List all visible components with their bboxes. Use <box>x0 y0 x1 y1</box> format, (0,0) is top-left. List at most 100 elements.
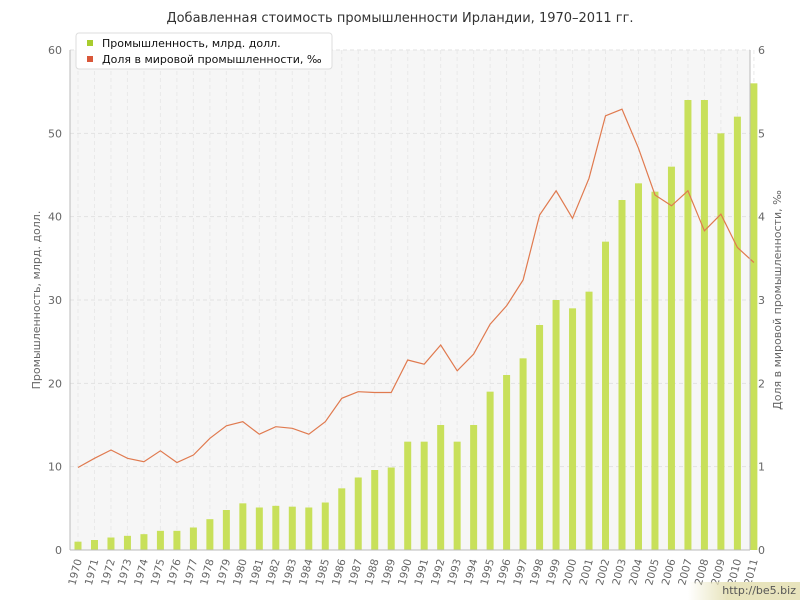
share-line <box>77 108 755 469</box>
bar-1975 <box>156 530 164 550</box>
bar-1990 <box>404 441 412 550</box>
x-tick-1997: 1997 <box>511 558 530 587</box>
right-tick-0: 0 <box>758 544 765 557</box>
left-tick-30: 30 <box>48 294 62 307</box>
bar-2003 <box>618 200 626 550</box>
watermark[interactable]: http://be5.biz <box>688 582 800 600</box>
x-tick-1972: 1972 <box>99 558 118 587</box>
left-axis-title: Промышленность, млрд. долл. <box>30 211 43 390</box>
x-tick-1983: 1983 <box>281 558 300 587</box>
bar-1982 <box>272 505 280 550</box>
legend-swatch-industry <box>87 40 93 46</box>
bar-1995 <box>486 391 494 550</box>
bar-2002 <box>602 241 610 550</box>
x-tick-1980: 1980 <box>231 558 250 587</box>
x-tick-2001: 2001 <box>577 558 596 587</box>
x-tick-1992: 1992 <box>429 558 448 587</box>
x-tick-1990: 1990 <box>396 558 415 587</box>
x-tick-1981: 1981 <box>248 558 267 587</box>
bar-1987 <box>354 477 362 550</box>
bar-2007 <box>684 100 692 550</box>
bar-1996 <box>503 375 511 550</box>
bar-1978 <box>206 519 214 550</box>
bar-1974 <box>140 534 148 550</box>
bar-2001 <box>585 291 593 550</box>
x-tick-1989: 1989 <box>380 558 399 587</box>
x-tick-1977: 1977 <box>182 558 201 587</box>
right-tick-4: 4 <box>758 211 765 224</box>
bar-1977 <box>189 527 197 550</box>
axes <box>69 50 751 551</box>
x-tick-1994: 1994 <box>462 557 481 586</box>
bar-2004 <box>634 183 642 551</box>
x-tick-1971: 1971 <box>83 558 102 587</box>
bar-1992 <box>437 425 445 550</box>
bar-2000 <box>569 308 577 550</box>
left-tick-20: 20 <box>48 377 62 390</box>
left-tick-60: 60 <box>48 44 62 57</box>
legend-swatch-share <box>87 56 93 62</box>
bar-1988 <box>371 470 379 550</box>
x-tick-2006: 2006 <box>660 557 679 586</box>
chart-title: Добавленная стоимость промышленности Ирл… <box>166 11 633 26</box>
right-axis-ticks: 0 1 2 3 4 5 6 <box>758 44 765 557</box>
x-tick-1998: 1998 <box>528 558 547 587</box>
x-tick-1976: 1976 <box>165 557 184 586</box>
right-tick-6: 6 <box>758 44 765 57</box>
left-tick-50: 50 <box>48 127 62 140</box>
bar-1983 <box>288 506 296 550</box>
x-tick-1982: 1982 <box>264 558 283 587</box>
x-axis-ticks: 1970197119721973197419751976197719781979… <box>66 557 760 586</box>
x-tick-1991: 1991 <box>413 558 432 587</box>
x-tick-1979: 1979 <box>215 558 234 587</box>
bar-1994 <box>470 425 478 550</box>
bar-2009 <box>717 133 725 551</box>
left-tick-10: 10 <box>48 461 62 474</box>
bar-1989 <box>387 467 395 550</box>
x-tick-1999: 1999 <box>544 558 563 587</box>
bar-1999 <box>552 300 560 550</box>
bar-2008 <box>700 100 708 550</box>
right-tick-2: 2 <box>758 377 765 390</box>
right-tick-5: 5 <box>758 127 765 140</box>
x-tick-1993: 1993 <box>446 558 465 587</box>
bar-1991 <box>420 441 428 550</box>
x-tick-1973: 1973 <box>116 558 135 587</box>
bar-1984 <box>305 507 313 550</box>
x-tick-2000: 2000 <box>561 558 580 587</box>
x-tick-1987: 1987 <box>347 558 366 587</box>
bar-1972 <box>107 537 115 550</box>
bar-1979 <box>222 510 230 550</box>
x-tick-1984: 1984 <box>297 557 316 586</box>
left-tick-0: 0 <box>55 544 62 557</box>
x-tick-1970: 1970 <box>66 558 85 587</box>
legend-label-industry: Промышленность, млрд. долл. <box>102 37 281 50</box>
bar-2006 <box>667 166 675 550</box>
bar-2011 <box>750 83 758 550</box>
bar-1997 <box>519 358 527 550</box>
bar-1970 <box>74 541 82 550</box>
x-tick-1995: 1995 <box>479 558 498 587</box>
bar-series <box>74 83 758 551</box>
x-tick-2005: 2005 <box>643 558 662 587</box>
x-tick-1985: 1985 <box>314 558 333 587</box>
bar-1980 <box>239 503 247 550</box>
x-tick-1996: 1996 <box>495 557 514 586</box>
x-tick-1974: 1974 <box>132 557 151 586</box>
bar-1993 <box>453 441 461 550</box>
right-axis-title: Доля в мировой промышленности, ‰ <box>771 190 784 410</box>
legend: Промышленность, млрд. долл. Доля в миров… <box>75 32 333 70</box>
x-tick-2003: 2003 <box>610 558 629 587</box>
x-tick-1988: 1988 <box>363 558 382 587</box>
left-tick-40: 40 <box>48 211 62 224</box>
bar-2010 <box>733 116 741 551</box>
x-tick-1978: 1978 <box>198 558 217 587</box>
x-tick-2002: 2002 <box>594 558 613 587</box>
bar-1986 <box>338 488 346 550</box>
legend-box <box>75 32 333 70</box>
bar-1998 <box>536 325 544 550</box>
x-tick-1975: 1975 <box>149 558 168 587</box>
right-tick-1: 1 <box>758 461 765 474</box>
bar-1981 <box>255 507 263 550</box>
